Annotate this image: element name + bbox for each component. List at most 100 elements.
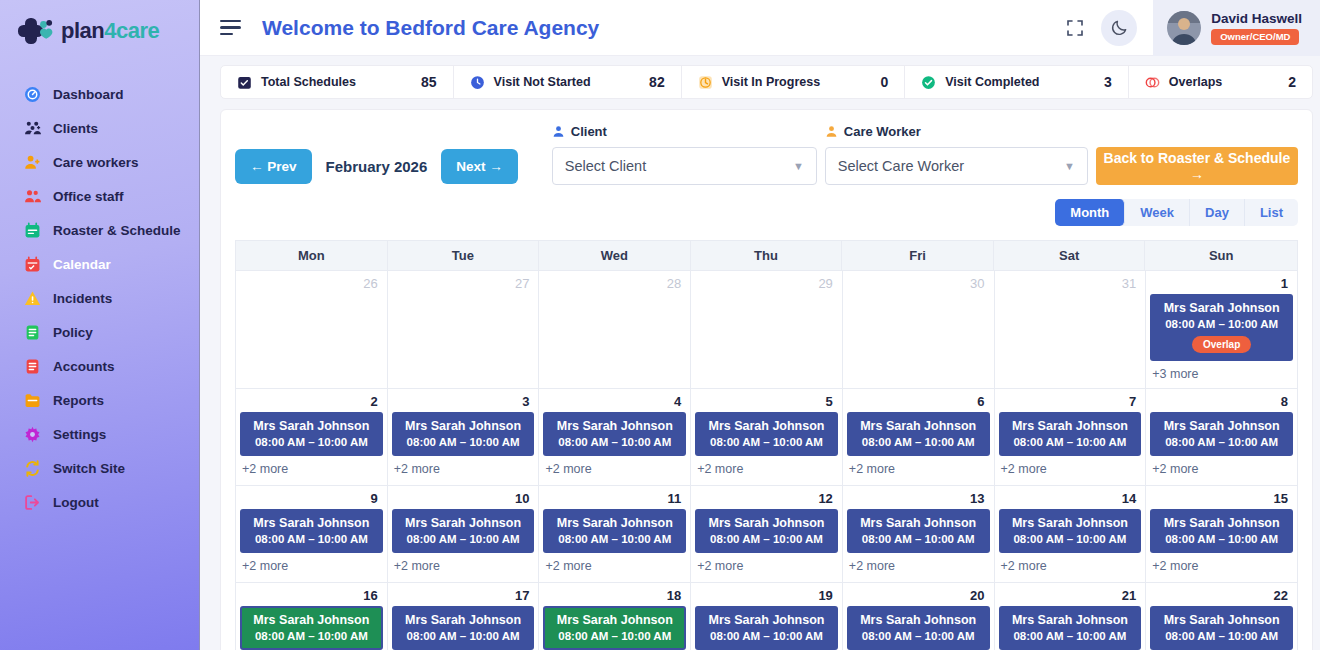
sidebar-item-reports[interactable]: Reports: [0, 384, 199, 417]
sidebar-item-roaster-schedule[interactable]: Roaster & Schedule: [0, 214, 199, 247]
calendar-day-cell-29[interactable]: 29: [691, 271, 843, 389]
sidebar-item-policy[interactable]: Policy: [0, 316, 199, 349]
calendar-day-cell-26[interactable]: 26: [236, 271, 388, 389]
more-events-link[interactable]: +2 more: [539, 456, 690, 476]
more-events-link[interactable]: +3 more: [1146, 361, 1297, 381]
calendar-day-cell-31[interactable]: 31: [995, 271, 1147, 389]
calendar-day-cell-1[interactable]: 1Mrs Sarah Johnson08:00 AM – 10:00 AMOve…: [1146, 271, 1298, 389]
calendar-event[interactable]: Mrs Sarah Johnson08:00 AM – 10:00 AM: [392, 412, 535, 456]
calendar-day-cell-30[interactable]: 30: [843, 271, 995, 389]
calendar-day-cell-7[interactable]: 7Mrs Sarah Johnson08:00 AM – 10:00 AM+2 …: [995, 389, 1147, 486]
next-month-button[interactable]: Next →: [441, 149, 518, 184]
dark-mode-moon-icon[interactable]: [1101, 10, 1137, 46]
calendar-day-cell-11[interactable]: 11Mrs Sarah Johnson08:00 AM – 10:00 AM+2…: [539, 486, 691, 583]
date-number: 7: [995, 389, 1146, 411]
calendar-day-cell-18[interactable]: 18Mrs Sarah Johnson08:00 AM – 10:00 AM+2…: [539, 583, 691, 650]
more-events-link[interactable]: +2 more: [388, 456, 539, 476]
calendar-event[interactable]: Mrs Sarah Johnson08:00 AM – 10:00 AM: [999, 606, 1142, 650]
more-events-link[interactable]: +2 more: [843, 553, 994, 573]
calendar-day-cell-13[interactable]: 13Mrs Sarah Johnson08:00 AM – 10:00 AM+2…: [843, 486, 995, 583]
calendar-day-cell-10[interactable]: 10Mrs Sarah Johnson08:00 AM – 10:00 AM+2…: [388, 486, 540, 583]
calendar-day-cell-3[interactable]: 3Mrs Sarah Johnson08:00 AM – 10:00 AM+2 …: [388, 389, 540, 486]
calendar-event[interactable]: Mrs Sarah Johnson08:00 AM – 10:00 AM: [240, 606, 383, 650]
calendar-day-cell-6[interactable]: 6Mrs Sarah Johnson08:00 AM – 10:00 AM+2 …: [843, 389, 995, 486]
main-content: Total Schedules85Visit Not Started82Visi…: [200, 56, 1320, 650]
calendar-day-cell-16[interactable]: 16Mrs Sarah Johnson08:00 AM – 10:00 AM+2…: [236, 583, 388, 650]
sidebar-item-incidents[interactable]: Incidents: [0, 282, 199, 315]
sidebar-item-accounts[interactable]: Accounts: [0, 350, 199, 383]
sidebar-item-switch-site[interactable]: Switch Site: [0, 452, 199, 485]
sidebar-item-label: Clients: [53, 121, 98, 136]
more-events-link[interactable]: +2 more: [691, 553, 842, 573]
chevron-down-icon: ▼: [793, 160, 804, 172]
calendar-event[interactable]: Mrs Sarah Johnson08:00 AM – 10:00 AM: [392, 509, 535, 553]
more-events-link[interactable]: +2 more: [236, 553, 387, 573]
calendar-event[interactable]: Mrs Sarah Johnson08:00 AM – 10:00 AM: [999, 509, 1142, 553]
calendar-event[interactable]: Mrs Sarah Johnson08:00 AM – 10:00 AM: [847, 412, 990, 456]
calendar-day-cell-22[interactable]: 22Mrs Sarah Johnson08:00 AM – 10:00 AM+2…: [1146, 583, 1298, 650]
more-events-link[interactable]: +2 more: [388, 553, 539, 573]
sidebar-item-dashboard[interactable]: Dashboard: [0, 78, 199, 111]
more-events-link[interactable]: +2 more: [843, 456, 994, 476]
calendar-event[interactable]: Mrs Sarah Johnson08:00 AM – 10:00 AM: [543, 412, 686, 456]
more-events-link[interactable]: +2 more: [1146, 456, 1297, 476]
calendar-day-cell-5[interactable]: 5Mrs Sarah Johnson08:00 AM – 10:00 AM+2 …: [691, 389, 843, 486]
brand-logo[interactable]: plan4care: [0, 0, 199, 59]
care-worker-person-icon: [825, 125, 838, 138]
stat-total-schedules: Total Schedules85: [221, 66, 454, 98]
calendar-day-cell-8[interactable]: 8Mrs Sarah Johnson08:00 AM – 10:00 AM+2 …: [1146, 389, 1298, 486]
back-to-roster-button[interactable]: Back to Roaster & Schedule →: [1096, 147, 1298, 185]
calendar-day-cell-20[interactable]: 20Mrs Sarah Johnson08:00 AM – 10:00 AM+2…: [843, 583, 995, 650]
calendar-event[interactable]: Mrs Sarah Johnson08:00 AM – 10:00 AM: [543, 606, 686, 650]
calendar-event[interactable]: Mrs Sarah Johnson08:00 AM – 10:00 AM: [1150, 509, 1293, 553]
calendar-day-cell-19[interactable]: 19Mrs Sarah Johnson08:00 AM – 10:00 AM+2…: [691, 583, 843, 650]
sidebar-item-office-staff[interactable]: Office staff: [0, 180, 199, 213]
more-events-link[interactable]: +2 more: [995, 456, 1146, 476]
calendar-event[interactable]: Mrs Sarah Johnson08:00 AM – 10:00 AM: [999, 412, 1142, 456]
calendar-day-cell-15[interactable]: 15Mrs Sarah Johnson08:00 AM – 10:00 AM+2…: [1146, 486, 1298, 583]
care-worker-select[interactable]: Select Care Worker ▼: [825, 147, 1088, 185]
sidebar-item-calendar[interactable]: Calendar: [0, 248, 199, 281]
calendar-day-cell-27[interactable]: 27: [388, 271, 540, 389]
calendar-day-cell-2[interactable]: 2Mrs Sarah Johnson08:00 AM – 10:00 AM+2 …: [236, 389, 388, 486]
calendar-event[interactable]: Mrs Sarah Johnson08:00 AM – 10:00 AM: [695, 606, 838, 650]
calendar-event[interactable]: Mrs Sarah Johnson08:00 AM – 10:00 AM: [1150, 412, 1293, 456]
view-toggle-month[interactable]: Month: [1055, 199, 1125, 226]
calendar-event[interactable]: Mrs Sarah Johnson08:00 AM – 10:00 AM: [240, 412, 383, 456]
more-events-link[interactable]: +2 more: [236, 456, 387, 476]
calendar-event[interactable]: Mrs Sarah Johnson08:00 AM – 10:00 AM: [847, 606, 990, 650]
client-select[interactable]: Select Client ▼: [552, 147, 817, 185]
sidebar-item-clients[interactable]: Clients: [0, 112, 199, 145]
prev-month-button[interactable]: ← Prev: [235, 149, 312, 184]
calendar-event[interactable]: Mrs Sarah Johnson08:00 AM – 10:00 AM: [695, 412, 838, 456]
date-number: 6: [843, 389, 994, 411]
more-events-link[interactable]: +2 more: [691, 456, 842, 476]
sidebar-item-settings[interactable]: Settings: [0, 418, 199, 451]
calendar-event[interactable]: Mrs Sarah Johnson08:00 AM – 10:00 AM: [847, 509, 990, 553]
calendar-day-cell-12[interactable]: 12Mrs Sarah Johnson08:00 AM – 10:00 AM+2…: [691, 486, 843, 583]
calendar-event[interactable]: Mrs Sarah Johnson08:00 AM – 10:00 AM: [543, 509, 686, 553]
calendar-event[interactable]: Mrs Sarah Johnson08:00 AM – 10:00 AM: [240, 509, 383, 553]
calendar-day-cell-9[interactable]: 9Mrs Sarah Johnson08:00 AM – 10:00 AM+2 …: [236, 486, 388, 583]
calendar-event[interactable]: Mrs Sarah Johnson08:00 AM – 10:00 AMOver…: [1150, 294, 1293, 361]
calendar-event[interactable]: Mrs Sarah Johnson08:00 AM – 10:00 AM: [695, 509, 838, 553]
more-events-link[interactable]: +2 more: [1146, 553, 1297, 573]
more-events-link[interactable]: +2 more: [995, 553, 1146, 573]
view-toggle-list[interactable]: List: [1245, 199, 1298, 226]
calendar-event[interactable]: Mrs Sarah Johnson08:00 AM – 10:00 AM: [1150, 606, 1293, 650]
sidebar-item-logout[interactable]: Logout: [0, 486, 199, 519]
calendar-day-cell-21[interactable]: 21Mrs Sarah Johnson08:00 AM – 10:00 AM+2…: [995, 583, 1147, 650]
hamburger-menu-icon[interactable]: [220, 16, 242, 39]
calendar-day-cell-14[interactable]: 14Mrs Sarah Johnson08:00 AM – 10:00 AM+2…: [995, 486, 1147, 583]
calendar-day-cell-4[interactable]: 4Mrs Sarah Johnson08:00 AM – 10:00 AM+2 …: [539, 389, 691, 486]
calendar-day-cell-17[interactable]: 17Mrs Sarah Johnson08:00 AM – 10:00 AM+2…: [388, 583, 540, 650]
event-time: 08:00 AM – 10:00 AM: [395, 436, 532, 448]
calendar-event[interactable]: Mrs Sarah Johnson08:00 AM – 10:00 AM: [392, 606, 535, 650]
more-events-link[interactable]: +2 more: [539, 553, 690, 573]
view-toggle-week[interactable]: Week: [1125, 199, 1190, 226]
view-toggle-day[interactable]: Day: [1190, 199, 1245, 226]
calendar-day-cell-28[interactable]: 28: [539, 271, 691, 389]
fullscreen-icon[interactable]: [1057, 10, 1093, 46]
user-menu[interactable]: David Haswell Owner/CEO/MD: [1153, 0, 1320, 56]
sidebar-item-care-workers[interactable]: Care workers: [0, 146, 199, 179]
